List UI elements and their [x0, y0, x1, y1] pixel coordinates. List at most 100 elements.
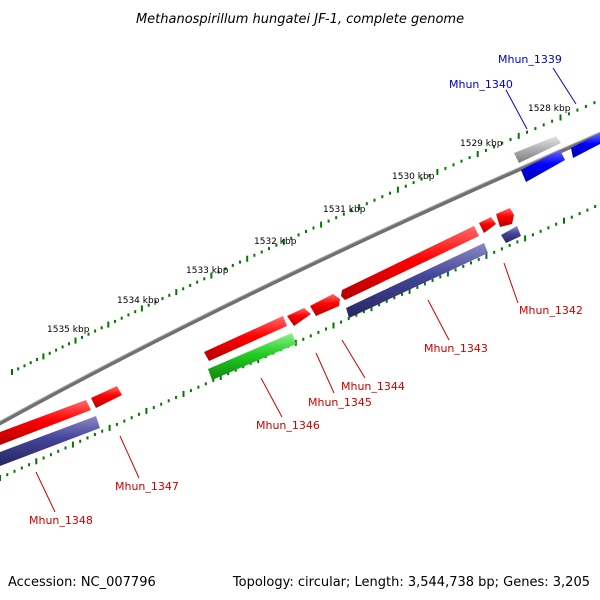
minor-tick: [57, 449, 60, 453]
major-tick: [446, 270, 449, 277]
minor-tick: [167, 399, 170, 403]
tick-label-1533: 1533 kbp: [186, 266, 229, 276]
minor-tick: [570, 215, 573, 219]
outer-tick-ring: [11, 101, 596, 375]
minor-tick: [189, 389, 192, 393]
major-tick: [210, 272, 213, 279]
genome-backbone-highlight: [0, 131, 600, 422]
minor-tick: [115, 422, 118, 426]
tick-label-1531: 1531 kbp: [323, 205, 366, 215]
minor-tick: [423, 282, 426, 286]
minor-tick: [48, 351, 51, 355]
minor-tick: [212, 378, 215, 382]
minor-tick: [555, 222, 558, 226]
major-tick: [282, 238, 285, 245]
major-tick: [246, 255, 249, 262]
minor-tick: [231, 263, 234, 267]
minor-tick: [161, 297, 164, 301]
minor-tick: [393, 296, 396, 300]
minor-tick: [260, 250, 263, 254]
minor-tick: [86, 436, 89, 440]
minor-tick: [297, 233, 300, 237]
gene-label-mhun-1348: Mhun_1348: [29, 514, 93, 527]
minor-tick: [547, 226, 550, 230]
leader-line: [315, 352, 335, 394]
minor-tick: [120, 316, 123, 320]
gene-labels: Mhun_1339 Mhun_1340 Mhun_1342 Mhun_1343 …: [29, 53, 583, 527]
cds-feature: [501, 226, 521, 243]
tick-label-1532: 1532 kbp: [254, 237, 297, 247]
minor-tick: [355, 313, 358, 317]
minor-tick: [196, 280, 199, 284]
minor-tick: [373, 198, 376, 202]
minor-tick: [93, 433, 96, 436]
minor-tick: [389, 191, 392, 195]
major-tick: [11, 369, 13, 375]
gene-label-mhun-1340: Mhun_1340: [449, 78, 513, 91]
minor-tick: [325, 327, 327, 331]
tick-label-1535: 1535 kbp: [47, 325, 90, 335]
minor-tick: [593, 101, 596, 105]
minor-tick: [152, 406, 155, 410]
major-tick: [71, 441, 74, 448]
major-tick: [358, 204, 361, 211]
major-tick: [476, 151, 479, 157]
tick-label-1534: 1534 kbp: [117, 296, 160, 306]
minor-tick: [312, 226, 315, 230]
minor-tick: [509, 138, 512, 141]
minor-tick: [100, 326, 103, 330]
minor-tick: [584, 104, 587, 108]
minor-tick: [17, 367, 20, 371]
minor-tick: [452, 163, 455, 167]
genome-backbone: [0, 131, 600, 426]
minor-tick: [420, 177, 423, 181]
minor-tick: [204, 382, 207, 386]
minor-tick: [234, 368, 237, 372]
major-tick: [145, 407, 148, 414]
minor-tick: [416, 285, 419, 289]
minor-tick: [381, 195, 384, 199]
gene-label-mhun-1344: Mhun_1344: [341, 380, 405, 393]
leader-line: [505, 89, 528, 130]
minor-tick: [542, 123, 545, 127]
inner-tick-ring: [0, 205, 597, 481]
minor-tick: [493, 145, 495, 149]
minor-tick: [147, 303, 150, 307]
minor-tick: [42, 456, 45, 460]
minor-tick: [242, 365, 245, 369]
minor-tick: [439, 275, 442, 279]
minor-tick: [508, 243, 511, 247]
minor-tick: [404, 184, 407, 188]
minor-tick: [401, 292, 403, 296]
minor-tick: [29, 361, 32, 365]
cds-feature: [208, 333, 296, 380]
minor-tick: [160, 402, 163, 406]
gene-label-mhun-1343: Mhun_1343: [424, 342, 488, 355]
minor-tick: [253, 253, 256, 257]
minor-tick: [189, 284, 192, 287]
minor-tick: [61, 345, 64, 349]
major-tick: [0, 475, 1, 481]
leader-line: [427, 299, 450, 341]
cds-feature: [496, 208, 514, 227]
minor-tick: [327, 219, 330, 223]
minor-tick: [94, 329, 97, 333]
minor-tick: [484, 148, 487, 152]
minor-tick: [444, 166, 447, 170]
forward-strand-features: [0, 133, 600, 445]
minor-tick: [101, 429, 104, 433]
gene-label-mhun-1345: Mhun_1345: [308, 396, 372, 409]
minor-tick: [567, 112, 570, 116]
reverse-strand-features: [0, 150, 565, 466]
minor-tick: [239, 260, 241, 264]
minor-tick: [197, 385, 200, 389]
genome-summary-text: Topology: circular; Length: 3,544,738 bp…: [232, 575, 590, 590]
minor-tick: [49, 453, 52, 457]
major-tick: [332, 322, 335, 329]
minor-tick: [340, 320, 343, 324]
major-tick: [559, 114, 562, 121]
gene-label-mhun-1346: Mhun_1346: [256, 419, 320, 432]
map-title: Methanospirillum hungatei JF-1, complete…: [136, 12, 464, 27]
minor-tick: [6, 473, 9, 477]
